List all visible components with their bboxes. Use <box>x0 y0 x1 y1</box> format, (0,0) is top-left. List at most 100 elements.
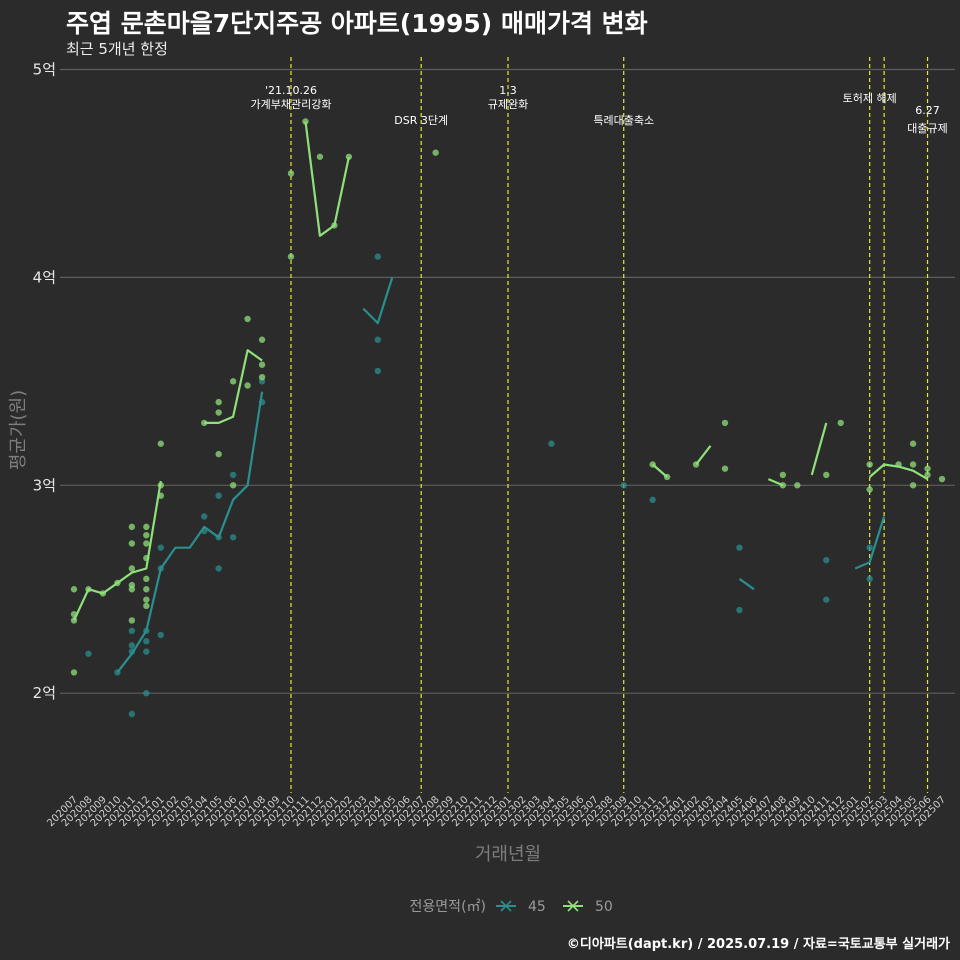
data-point-50 <box>128 523 136 531</box>
event-label: 대출규제 <box>907 122 947 135</box>
data-point-45 <box>823 596 830 603</box>
event-label: '21.10.26 <box>265 84 317 97</box>
data-point-50 <box>909 440 917 447</box>
legend-title: 전용면적(㎡) <box>410 899 486 915</box>
data-point-50 <box>721 419 729 427</box>
data-point-45 <box>736 606 743 614</box>
data-point-45 <box>157 631 164 639</box>
event-label: 특례대출축소 <box>593 114 654 127</box>
data-point-50 <box>924 465 931 472</box>
data-point-45 <box>85 650 92 657</box>
event-label: 6.27 <box>915 104 940 117</box>
data-point-50 <box>244 382 251 389</box>
data-point-45 <box>229 534 237 541</box>
legend-label: 45 <box>528 899 546 915</box>
chart-title: 주엽 문촌마을7단지주공 아파트(1995) 매매가격 변화 <box>66 9 648 38</box>
data-point-50 <box>128 586 136 593</box>
data-point-50 <box>128 565 136 572</box>
series-line-45 <box>738 578 755 591</box>
event-label: DSR 3단계 <box>394 114 448 127</box>
data-point-45 <box>736 544 743 551</box>
data-point-50 <box>157 440 164 447</box>
event-label: 규제완화 <box>488 98 528 111</box>
y-axis-title: 평균가(원) <box>8 390 29 470</box>
legend-key-mark <box>567 900 579 912</box>
series-line-50 <box>810 422 828 476</box>
scatter-points <box>70 118 946 718</box>
data-point-50 <box>128 617 136 624</box>
data-point-45 <box>143 690 150 697</box>
data-point-45 <box>128 627 136 635</box>
data-point-50 <box>287 170 295 177</box>
data-point-50 <box>432 149 439 156</box>
series-line-50 <box>204 349 263 424</box>
data-point-45 <box>374 367 381 375</box>
y-tick-label: 2억 <box>33 684 56 702</box>
y-tick-label: 5억 <box>33 60 56 78</box>
data-point-50 <box>143 602 150 610</box>
data-point-50 <box>244 315 251 323</box>
data-point-45 <box>215 565 222 572</box>
data-point-50 <box>143 586 150 593</box>
data-point-50 <box>909 461 917 468</box>
series-line-50 <box>73 480 162 621</box>
data-point-50 <box>229 482 237 489</box>
series-line-50 <box>304 121 350 237</box>
data-point-50 <box>143 540 150 547</box>
data-point-50 <box>837 419 844 427</box>
data-point-45 <box>215 492 222 499</box>
y-tick-label: 4억 <box>33 268 56 286</box>
data-point-50 <box>866 486 873 493</box>
data-point-50 <box>229 378 237 385</box>
data-point-50 <box>215 450 222 458</box>
y-axis-ticks: 2억 3억 4억 5억 <box>33 60 56 702</box>
y-tick-label: 3억 <box>33 476 56 494</box>
data-point-50 <box>128 540 136 547</box>
data-point-45 <box>866 544 873 551</box>
data-point-50 <box>70 669 78 676</box>
data-point-50 <box>924 471 931 479</box>
data-point-50 <box>721 465 729 472</box>
source-caption: ©디아파트(dapt.kr) / 2025.07.19 / 자료=국토교통부 실… <box>566 937 950 952</box>
legend-key-mark <box>500 900 512 912</box>
data-point-50 <box>938 475 946 483</box>
data-point-45 <box>548 440 555 447</box>
data-point-50 <box>794 482 801 489</box>
data-point-45 <box>866 575 873 583</box>
data-point-50 <box>316 153 324 160</box>
series-line-50 <box>868 463 929 481</box>
data-point-45 <box>823 556 830 564</box>
event-label: 토허제 해제 <box>843 91 897 105</box>
x-axis-title: 거래년월 <box>475 844 541 865</box>
series-line-50 <box>651 463 668 478</box>
data-point-50 <box>258 373 266 381</box>
legend-label: 50 <box>595 899 613 915</box>
data-point-45 <box>374 336 381 343</box>
event-label: 1.3 <box>499 84 517 97</box>
series-line-45 <box>362 277 394 325</box>
series-line-50 <box>767 478 784 487</box>
data-point-50 <box>258 361 266 368</box>
data-point-50 <box>143 596 150 603</box>
data-point-45 <box>128 710 136 718</box>
data-point-50 <box>779 471 787 479</box>
data-point-50 <box>909 482 917 489</box>
event-label: 가계부채관리강화 <box>251 98 332 111</box>
chart-subtitle: 최근 5개년 한정 <box>66 40 168 58</box>
data-point-45 <box>128 642 136 649</box>
data-point-45 <box>374 253 381 260</box>
event-lines <box>290 57 929 793</box>
data-point-50 <box>287 253 295 260</box>
data-point-45 <box>229 471 237 479</box>
data-point-50 <box>143 531 150 539</box>
x-axis-ticks: 2020072020082020092020102020112020122021… <box>45 794 948 829</box>
data-point-50 <box>143 575 150 583</box>
series-line-45 <box>116 391 264 674</box>
data-point-50 <box>866 461 873 468</box>
data-point-45 <box>201 513 208 520</box>
data-point-50 <box>215 409 222 416</box>
data-point-45 <box>143 648 150 655</box>
series-line-45 <box>854 516 886 570</box>
data-point-50 <box>823 471 830 479</box>
